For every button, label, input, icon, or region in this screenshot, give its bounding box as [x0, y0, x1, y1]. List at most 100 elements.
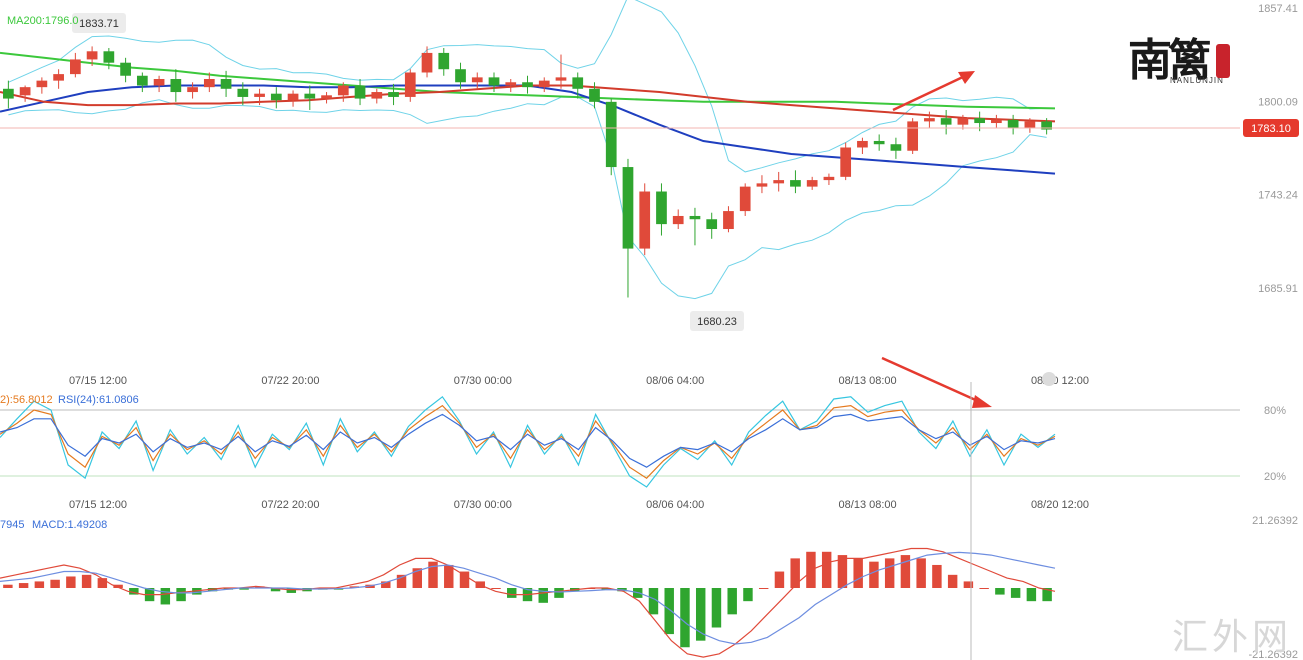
- candle-body-12: [203, 79, 215, 88]
- macd-bar-54: [853, 558, 863, 588]
- rsi-20-label: 20%: [1264, 471, 1286, 483]
- macd-lines: [0, 547, 1056, 658]
- rsi-line-2: [0, 413, 1056, 468]
- candle-body-19: [321, 95, 332, 99]
- candle-body-40: [672, 215, 684, 225]
- macd-bar-57: [900, 555, 911, 588]
- macd-histogram: [3, 551, 1052, 648]
- candle-body-60: [1007, 119, 1019, 128]
- candle-body-44: [739, 186, 751, 212]
- time-axis-rsi-tick-4: 08/13 08:00: [839, 499, 897, 511]
- brand-seal: [1216, 44, 1230, 78]
- high-marker: 1833.71: [72, 13, 126, 33]
- candle-body-23: [388, 92, 399, 97]
- macd-bar-7: [113, 584, 123, 588]
- macd-bar-1: [18, 583, 29, 588]
- time-axis-main-tick-2: 07/30 00:00: [454, 375, 512, 387]
- macd-panel: 7945 MACD:1.49208 21.26392 -21.26392: [0, 515, 1298, 660]
- macd-bar-45: [711, 588, 722, 628]
- time-axis-main-tick-3: 08/06 04:00: [646, 375, 704, 387]
- macd-bar-35: [554, 588, 564, 598]
- macd-bar-62: [979, 588, 989, 589]
- candle-body-0: [3, 88, 14, 99]
- time-axis-main-tick-5: 08/20 12:00: [1031, 375, 1089, 387]
- macd-bar-53: [837, 555, 848, 588]
- candle-body-24: [404, 72, 416, 97]
- candle-body-26: [438, 52, 450, 70]
- macd-bar-25: [396, 574, 407, 588]
- high-marker-bg: [72, 13, 126, 33]
- macd-bar-56: [884, 558, 895, 588]
- macd-bar-65: [1026, 588, 1037, 602]
- time-axis-rsi-tick-3: 08/06 04:00: [646, 499, 704, 511]
- candle-body-34: [572, 77, 584, 89]
- candle-body-2: [36, 80, 48, 88]
- current-price-tag-bg: [1243, 119, 1299, 137]
- time-axis-rsi-tick-5: 08/20 12:00: [1031, 499, 1089, 511]
- current-price-label: 1783.10: [1251, 123, 1291, 135]
- candle-body-22: [371, 92, 383, 99]
- candle-body-7: [120, 62, 131, 76]
- macd-bar-42: [664, 588, 674, 635]
- macd-bar-58: [916, 558, 926, 588]
- candle-body-20: [337, 85, 349, 96]
- macd-bar-43: [680, 588, 690, 648]
- time-axis-rsi: 07/15 12:00 07/22 20:00 07/30 00:00 08/06 0…: [69, 499, 1089, 511]
- candle-body-9: [153, 79, 165, 86]
- macd-bar-46: [727, 588, 737, 615]
- time-axis-main-tick-4: 08/13 08:00: [839, 375, 897, 387]
- candle-body-13: [220, 79, 232, 89]
- candle-body-10: [170, 79, 182, 93]
- low-marker-label: 1680.23: [697, 316, 737, 328]
- candle-body-31: [522, 82, 533, 88]
- bollinger-bands: [8, 0, 1047, 300]
- candle-body-61: [1024, 121, 1036, 128]
- macd-bar-60: [947, 574, 958, 588]
- candle-body-15: [254, 93, 265, 97]
- macd-bar-64: [1010, 588, 1021, 598]
- macd-line-1: [0, 551, 1056, 645]
- macd-bar-6: [97, 578, 108, 588]
- macd-bar-29: [459, 571, 470, 588]
- candle-body-37: [622, 167, 634, 249]
- candle-body-25: [421, 52, 433, 73]
- candle-body-39: [656, 191, 667, 225]
- candle-body-58: [974, 118, 986, 124]
- macd-bar-55: [869, 561, 879, 588]
- macd-bar-52: [821, 551, 832, 588]
- candle-body-8: [136, 75, 148, 86]
- site-watermark: 汇外网: [1172, 617, 1293, 658]
- macd-bar-47: [743, 588, 753, 602]
- candle-body-32: [538, 80, 550, 88]
- brand-logo-sub: NANLUNJIN: [1170, 76, 1224, 85]
- high-marker-label: 1833.71: [79, 18, 119, 30]
- macd-bar-2: [34, 581, 45, 588]
- rsi-line-0: [0, 395, 1056, 488]
- price-axis: 1857.41 1800.09 1743.24 1685.91: [1258, 3, 1298, 295]
- candle-body-54: [907, 121, 919, 151]
- time-axis-main-tick-0: 07/15 12:00: [69, 375, 127, 387]
- candle-body-17: [287, 93, 299, 101]
- candle-body-46: [773, 180, 785, 184]
- macd-bar-24: [381, 581, 391, 588]
- candle-body-41: [689, 215, 701, 220]
- macd-bar-51: [806, 551, 816, 588]
- candle-body-18: [304, 93, 316, 99]
- price-axis-tick-1: 1800.09: [1258, 97, 1298, 109]
- candle-body-47: [790, 180, 801, 187]
- macd-legend-2: MACD:1.49208: [32, 519, 107, 531]
- rsi-legend-2: RSI(24):61.0806: [58, 394, 139, 406]
- time-axis-main-tick-1: 07/22 20:00: [261, 375, 319, 387]
- macd-bar-10: [160, 588, 171, 605]
- low-marker: 1680.23: [690, 311, 744, 331]
- crosshair-handle[interactable]: [1042, 372, 1056, 386]
- price-axis-tick-0: 1857.41: [1258, 3, 1298, 15]
- candle-body-43: [723, 211, 734, 230]
- candle-body-6: [103, 51, 115, 63]
- candle-body-50: [840, 147, 852, 177]
- candle-body-51: [857, 140, 868, 148]
- candle-body-21: [354, 85, 366, 99]
- macd-bar-48: [758, 588, 769, 589]
- macd-bar-11: [176, 588, 186, 602]
- price-axis-tick-3: 1685.91: [1258, 283, 1298, 295]
